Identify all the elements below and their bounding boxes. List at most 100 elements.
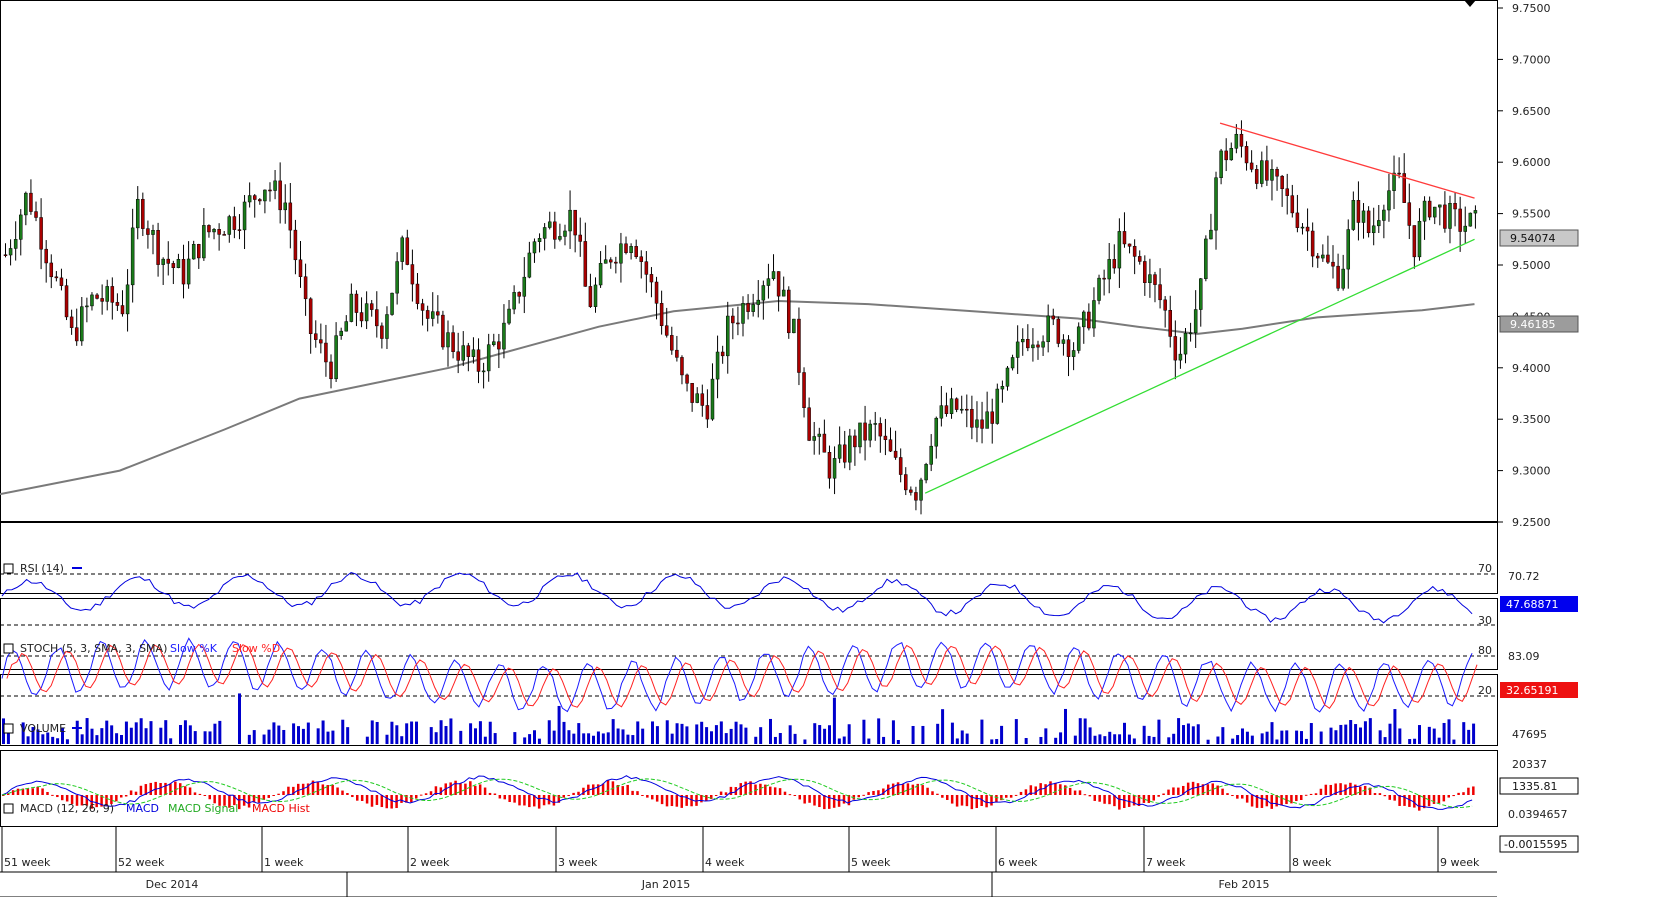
macd-hist-bar xyxy=(311,780,315,795)
volume-bar xyxy=(921,725,925,744)
candle-body xyxy=(1397,172,1401,175)
macd-hist-bar xyxy=(1137,795,1141,806)
candle-body xyxy=(1183,332,1188,355)
stoch-lines xyxy=(1,637,1478,713)
macd-hist-bar xyxy=(1422,795,1426,809)
candle-body xyxy=(1417,220,1422,258)
volume-bar xyxy=(1309,723,1313,744)
volume-bar xyxy=(955,738,959,744)
candle-body xyxy=(934,417,939,447)
volume-bar xyxy=(80,734,84,744)
macd-hist-bar xyxy=(2,795,5,796)
candle-body xyxy=(751,304,755,312)
volume-bar xyxy=(533,730,536,744)
macd-hist-bar xyxy=(488,792,492,795)
stoch-panel: STOCH (5, 3, SMA, 3, SMA) Slow %K Slow %… xyxy=(0,637,1578,713)
macd-hist-bar xyxy=(1304,794,1308,796)
macd-hist-bar xyxy=(508,795,511,802)
macd-hist-bar xyxy=(1324,784,1328,795)
candle-body xyxy=(242,201,247,231)
macd-hist-bar xyxy=(1073,790,1077,795)
volume-bar xyxy=(611,719,615,744)
candle-body xyxy=(1392,172,1396,191)
macd-hist-bar xyxy=(759,783,762,795)
candle-body xyxy=(1473,210,1478,214)
volume-bar xyxy=(1368,718,1372,744)
candle-body xyxy=(593,284,598,307)
volume-bar xyxy=(700,721,704,744)
macd-hist-bar xyxy=(1182,785,1185,795)
candle-body xyxy=(1260,160,1264,184)
candle-body xyxy=(563,230,567,237)
volume-bar xyxy=(1408,739,1412,744)
candle-body xyxy=(1412,225,1417,258)
volume-bar xyxy=(705,727,709,744)
volume-bar xyxy=(124,721,128,744)
macd-hist-bar xyxy=(424,793,428,795)
candle-body xyxy=(39,217,43,250)
volume-bar xyxy=(90,728,94,744)
candle-body xyxy=(69,316,74,328)
volume-bar xyxy=(803,739,807,744)
macd-hist-bar xyxy=(1083,794,1087,796)
candle-body xyxy=(1137,256,1142,262)
macd-hist-bar xyxy=(572,792,575,795)
candle-body xyxy=(583,241,588,287)
volume-bar xyxy=(1083,718,1087,744)
candle-body xyxy=(720,351,725,357)
candle-body xyxy=(461,345,466,361)
candle-body xyxy=(914,492,918,501)
ma-line xyxy=(0,299,1475,496)
macd-hist-bar xyxy=(419,794,423,796)
candle-body xyxy=(985,411,989,429)
macd-hist-bar xyxy=(783,791,787,795)
volume-bar xyxy=(1172,733,1176,744)
volume-bar xyxy=(1182,725,1185,744)
macd-hist-bar xyxy=(1359,786,1362,795)
volume-bar xyxy=(115,733,119,744)
macd-hist-bar xyxy=(1383,795,1387,797)
rsi-level-70: 70 xyxy=(1478,562,1492,575)
candle-body xyxy=(471,349,476,357)
candle-body xyxy=(359,312,364,322)
candle-body xyxy=(1153,274,1157,285)
ma-value-label: 9.46185 xyxy=(1510,318,1556,331)
macd-hist-bar xyxy=(1152,795,1155,801)
volume-bar xyxy=(159,727,163,744)
macd-hist-bar xyxy=(926,787,929,795)
candle-body xyxy=(237,229,242,231)
macd-hist-bar xyxy=(198,793,202,795)
macd-hist-bar xyxy=(537,795,541,809)
volume-bar xyxy=(685,726,689,744)
volume-value-label: 1335.81 xyxy=(1512,780,1558,793)
candle-body xyxy=(578,234,582,242)
scroll-marker-icon[interactable] xyxy=(1464,0,1476,7)
volume-bar xyxy=(193,731,197,744)
volume-bar xyxy=(1329,727,1333,744)
volume-bar xyxy=(1167,737,1171,744)
candle-body xyxy=(970,408,974,428)
macd-hist-bar xyxy=(493,793,497,795)
volume-bar xyxy=(272,722,276,744)
volume-bar xyxy=(1241,728,1244,744)
macd-legend-macd: MACD xyxy=(126,802,159,815)
candle-body xyxy=(1163,299,1167,311)
candle-body xyxy=(1229,148,1234,161)
volume-bar xyxy=(1472,723,1476,744)
macd-hist-bar xyxy=(218,795,221,806)
volume-title: VOLUME xyxy=(20,722,66,735)
candle-body xyxy=(1387,190,1391,211)
candle-body xyxy=(90,294,94,307)
candle-body xyxy=(1422,200,1427,222)
macd-hist-bar xyxy=(169,783,172,795)
volume-bar xyxy=(1295,730,1299,744)
candle-body xyxy=(1249,162,1254,170)
candle-body xyxy=(227,216,232,235)
volume-bar xyxy=(238,693,241,744)
macd-hist-bar xyxy=(454,780,457,795)
macd-hist-bar xyxy=(685,795,688,806)
macd-hist-bar xyxy=(1108,795,1111,805)
volume-bar xyxy=(714,725,718,744)
candle-body xyxy=(186,258,191,285)
candle-body xyxy=(247,195,252,203)
